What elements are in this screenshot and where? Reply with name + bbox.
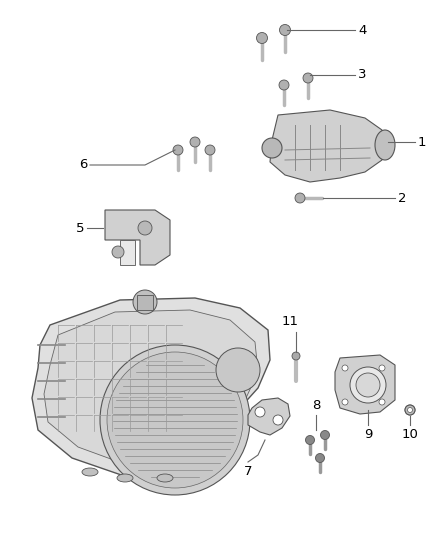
- Polygon shape: [120, 240, 135, 265]
- Circle shape: [100, 345, 250, 495]
- Polygon shape: [32, 298, 270, 478]
- Circle shape: [262, 138, 282, 158]
- Polygon shape: [44, 310, 258, 466]
- Circle shape: [305, 435, 314, 445]
- Circle shape: [407, 408, 413, 413]
- Circle shape: [321, 431, 329, 440]
- Text: 1: 1: [418, 135, 427, 149]
- Circle shape: [405, 405, 415, 415]
- Circle shape: [379, 365, 385, 371]
- Text: 4: 4: [358, 23, 366, 36]
- Circle shape: [292, 352, 300, 360]
- Circle shape: [405, 405, 415, 415]
- Circle shape: [315, 454, 325, 463]
- Circle shape: [205, 145, 215, 155]
- Circle shape: [379, 399, 385, 405]
- Circle shape: [190, 137, 200, 147]
- Circle shape: [138, 221, 152, 235]
- Polygon shape: [335, 355, 395, 414]
- Text: 5: 5: [75, 222, 84, 235]
- Polygon shape: [270, 110, 382, 182]
- Circle shape: [257, 33, 268, 44]
- Circle shape: [279, 80, 289, 90]
- Circle shape: [303, 73, 313, 83]
- Circle shape: [356, 373, 380, 397]
- Text: 2: 2: [398, 191, 406, 205]
- Circle shape: [112, 246, 124, 258]
- Circle shape: [273, 415, 283, 425]
- Text: 7: 7: [244, 465, 252, 478]
- Text: 3: 3: [358, 69, 367, 82]
- Circle shape: [342, 399, 348, 405]
- Ellipse shape: [375, 130, 395, 160]
- Text: 10: 10: [402, 428, 418, 441]
- Circle shape: [279, 25, 290, 36]
- Ellipse shape: [82, 468, 98, 476]
- Polygon shape: [248, 398, 290, 435]
- Text: 9: 9: [364, 428, 372, 441]
- Ellipse shape: [157, 474, 173, 482]
- Circle shape: [342, 365, 348, 371]
- Text: 6: 6: [79, 158, 87, 172]
- Circle shape: [133, 290, 157, 314]
- Circle shape: [173, 145, 183, 155]
- Text: 8: 8: [312, 399, 320, 412]
- Polygon shape: [105, 210, 170, 265]
- Circle shape: [295, 193, 305, 203]
- Polygon shape: [137, 295, 153, 310]
- Circle shape: [107, 352, 243, 488]
- Circle shape: [255, 407, 265, 417]
- Circle shape: [350, 367, 386, 403]
- Ellipse shape: [117, 474, 133, 482]
- Text: 11: 11: [282, 315, 299, 328]
- Circle shape: [216, 348, 260, 392]
